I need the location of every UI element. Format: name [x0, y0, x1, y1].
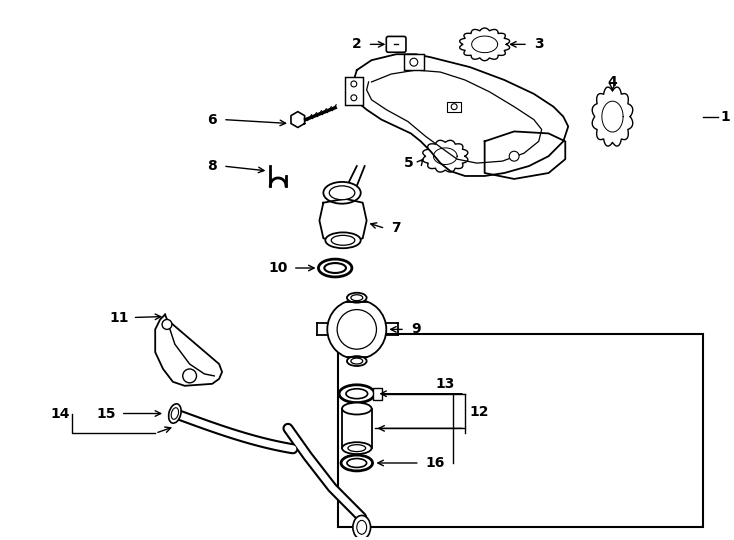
Ellipse shape [341, 455, 373, 471]
Ellipse shape [347, 293, 366, 302]
Bar [345, 77, 363, 105]
Ellipse shape [342, 442, 371, 454]
Ellipse shape [325, 232, 360, 248]
Circle shape [509, 151, 519, 161]
Bar [373, 388, 382, 400]
Text: 6: 6 [208, 112, 217, 126]
Ellipse shape [347, 356, 366, 366]
Circle shape [351, 81, 357, 87]
Bar [338, 334, 703, 526]
Text: 3: 3 [534, 37, 543, 51]
Ellipse shape [169, 404, 181, 423]
Circle shape [337, 309, 377, 349]
Text: 11: 11 [109, 310, 128, 325]
Text: 15: 15 [96, 407, 116, 421]
Text: 12: 12 [470, 404, 490, 418]
Text: 16: 16 [426, 456, 445, 470]
Ellipse shape [324, 263, 346, 273]
Text: 4: 4 [608, 75, 617, 89]
Circle shape [410, 58, 418, 66]
Circle shape [162, 320, 172, 329]
Text: 14: 14 [50, 407, 70, 421]
Ellipse shape [342, 403, 371, 415]
Ellipse shape [351, 358, 363, 364]
FancyBboxPatch shape [386, 36, 406, 52]
Text: 5: 5 [404, 156, 414, 170]
Ellipse shape [348, 444, 366, 451]
Bar [342, 409, 371, 448]
Ellipse shape [171, 408, 178, 420]
Bar [447, 102, 461, 112]
Circle shape [451, 104, 457, 110]
Ellipse shape [330, 186, 355, 200]
Ellipse shape [324, 182, 360, 204]
Circle shape [327, 300, 386, 359]
Text: 1: 1 [721, 110, 730, 124]
Bar [404, 54, 424, 70]
Ellipse shape [351, 295, 363, 301]
Text: 2: 2 [352, 37, 362, 51]
Ellipse shape [346, 389, 368, 399]
Ellipse shape [353, 516, 371, 539]
Ellipse shape [339, 385, 374, 403]
Ellipse shape [347, 458, 366, 468]
Circle shape [183, 369, 197, 383]
Circle shape [351, 95, 357, 101]
Ellipse shape [357, 521, 366, 534]
Text: 7: 7 [391, 221, 401, 235]
Ellipse shape [331, 235, 355, 245]
Text: 9: 9 [411, 322, 421, 336]
Text: 13: 13 [435, 377, 455, 391]
Text: 10: 10 [269, 261, 288, 275]
Ellipse shape [319, 259, 352, 277]
Text: 8: 8 [208, 159, 217, 173]
